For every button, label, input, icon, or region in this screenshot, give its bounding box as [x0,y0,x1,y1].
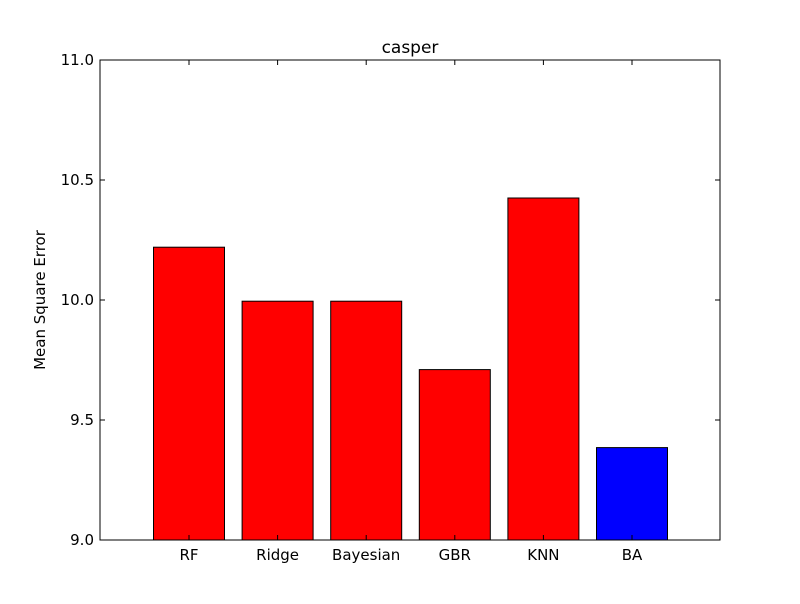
y-tick-label: 9.5 [70,411,94,429]
x-tick-label: BA [622,546,643,564]
bars-group [153,197,668,541]
y-tick-label: 10.0 [61,291,94,309]
chart-title: casper [382,38,439,58]
x-tick-label: Ridge [256,546,299,564]
y-tick-label: 10.5 [61,171,94,189]
y-axis-label: Mean Square Error [31,229,49,370]
bar-ridge [241,300,314,541]
y-tick-label: 9.0 [70,531,94,549]
bar-bayesian [330,300,403,541]
x-tick-label: KNN [527,546,559,564]
bar-knn [507,197,580,541]
bar-ba [596,447,668,541]
bar-rf [153,246,225,541]
y-tick-label: 11.0 [61,51,94,69]
x-axis-ticks: RF Ridge Bayesian GBR KNN BA [179,60,643,564]
x-tick-label: RF [179,546,198,564]
x-tick-label: Bayesian [332,546,400,564]
y-axis-ticks: 9.0 9.5 10.0 10.5 11.0 [61,51,720,549]
plot-frame [99,59,721,541]
bar-gbr [418,369,491,541]
x-tick-label: GBR [439,546,471,564]
